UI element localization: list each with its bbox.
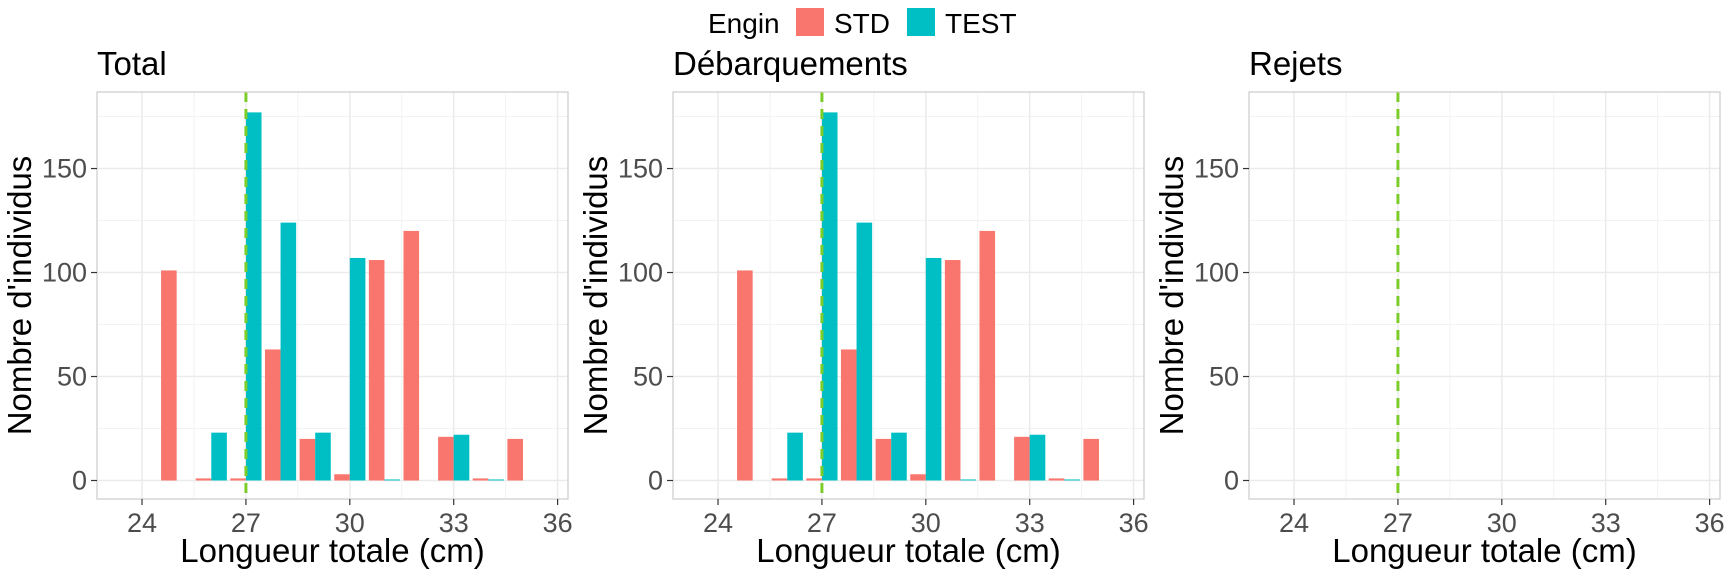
panel-2: 24 27 30 33 36 0 50 100 150 Débarquements Longueur…	[577, 45, 1149, 569]
bar-test	[280, 222, 297, 481]
bar-test	[787, 432, 803, 481]
y-tick-label: 50	[57, 362, 87, 392]
x-tick-label: 36	[543, 508, 573, 538]
y-axis-title: Nombre d'individus	[1153, 156, 1190, 436]
y-tick-label: 150	[618, 154, 663, 184]
bar-std	[1048, 478, 1065, 481]
bar-std	[944, 260, 961, 481]
bar-test	[960, 479, 977, 481]
y-tick-label: 0	[648, 465, 663, 495]
bar-test	[925, 257, 942, 481]
y-tick-label: 100	[618, 258, 663, 288]
y-tick-label: 100	[42, 258, 87, 288]
bar-std	[438, 436, 454, 481]
legend-key-std	[796, 8, 824, 36]
y-axis-title: Nombre d'individus	[577, 156, 614, 436]
bar-std	[472, 478, 489, 481]
bar-std	[910, 474, 926, 481]
bar-test	[245, 112, 262, 481]
bar-std	[737, 270, 753, 481]
x-tick-label: 24	[1279, 508, 1309, 538]
bar-std	[368, 260, 385, 481]
x-axis-title: Longueur totale (cm)	[756, 532, 1061, 569]
x-tick-label: 30	[911, 508, 941, 538]
bar-std	[195, 478, 212, 481]
x-tick-label: 36	[1119, 508, 1149, 538]
bar-std	[979, 230, 996, 481]
x-tick-label: 33	[1015, 508, 1045, 538]
bar-test	[211, 432, 227, 481]
x-tick-label: 33	[1591, 508, 1621, 538]
bar-std	[403, 230, 420, 481]
bar-test	[488, 479, 504, 481]
panel-title: Débarquements	[673, 45, 908, 82]
bar-std	[806, 478, 822, 481]
x-tick-label: 27	[1383, 508, 1413, 538]
panel-title: Total	[97, 45, 167, 82]
bar-test	[315, 432, 331, 481]
y-tick-label: 150	[42, 154, 87, 184]
bar-test	[1029, 434, 1046, 481]
bar-std	[1014, 436, 1030, 481]
bar-std	[840, 349, 857, 481]
x-tick-label: 30	[335, 508, 365, 538]
panel-title: Rejets	[1249, 45, 1343, 82]
x-tick-label: 24	[127, 508, 157, 538]
bar-std	[1083, 438, 1099, 481]
bar-std	[264, 349, 281, 481]
x-axis-title: Longueur totale (cm)	[1332, 532, 1637, 569]
x-tick-label: 27	[231, 508, 261, 538]
panel-border	[96, 91, 569, 500]
legend-key-test	[907, 8, 935, 36]
bar-test	[891, 432, 907, 481]
bar-std	[771, 478, 788, 481]
y-axis-title: Nombre d'individus	[1, 156, 38, 436]
x-tick-label: 24	[703, 508, 733, 538]
bar-test	[1064, 479, 1080, 481]
panel-background	[1249, 92, 1720, 499]
legend: Engin STD TEST	[708, 8, 1017, 39]
bar-test	[349, 257, 366, 481]
bar-test	[856, 222, 873, 481]
y-tick-label: 0	[72, 465, 87, 495]
bar-std	[507, 438, 523, 481]
y-tick-label: 100	[1194, 258, 1239, 288]
bar-std	[161, 270, 177, 481]
chart-panels: 24 27 30 33 36 0 50 100 150 Total Longueur totale …	[1, 45, 1725, 569]
panel-border	[1248, 91, 1721, 500]
y-tick-label: 50	[633, 362, 663, 392]
y-tick-label: 0	[1224, 465, 1239, 495]
x-axis-title: Longueur totale (cm)	[180, 532, 485, 569]
x-tick-label: 36	[1695, 508, 1725, 538]
y-tick-label: 150	[1194, 154, 1239, 184]
y-tick-label: 50	[1209, 362, 1239, 392]
bar-std	[334, 474, 350, 481]
panel-1: 24 27 30 33 36 0 50 100 150 Total Longueur totale …	[1, 45, 573, 569]
legend-label-std: STD	[834, 8, 890, 39]
bar-std	[875, 438, 892, 481]
x-tick-label: 33	[439, 508, 469, 538]
bar-std	[299, 438, 316, 481]
x-tick-label: 30	[1487, 508, 1517, 538]
bar-test	[453, 434, 470, 481]
bar-test	[821, 112, 838, 481]
panel-3: 24 27 30 33 36 0 50 100 150 Rejets Longueur totale…	[1153, 45, 1725, 569]
x-tick-label: 27	[807, 508, 837, 538]
bar-std	[230, 478, 246, 481]
bar-test	[384, 479, 401, 481]
legend-label-test: TEST	[945, 8, 1017, 39]
panel-border	[672, 91, 1145, 500]
legend-title: Engin	[708, 8, 780, 39]
